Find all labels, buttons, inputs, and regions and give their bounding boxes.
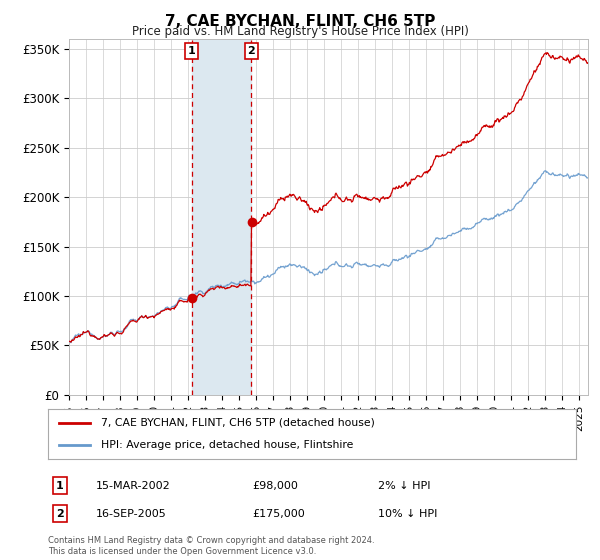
Bar (191, 39, 251, 395)
Text: HPI: Average price, detached house, Flintshire: HPI: Average price, detached house, Flin… (101, 440, 353, 450)
Text: Contains HM Land Registry data © Crown copyright and database right 2024.
This d: Contains HM Land Registry data © Crown c… (48, 536, 374, 556)
Text: 15-MAR-2002: 15-MAR-2002 (96, 480, 171, 491)
Text: Price paid vs. HM Land Registry's House Price Index (HPI): Price paid vs. HM Land Registry's House … (131, 25, 469, 38)
Text: £98,000: £98,000 (252, 480, 298, 491)
Text: 10% ↓ HPI: 10% ↓ HPI (378, 508, 437, 519)
Text: 16-SEP-2005: 16-SEP-2005 (96, 508, 167, 519)
Text: 1: 1 (56, 480, 64, 491)
Text: 1: 1 (188, 46, 196, 56)
Text: £175,000: £175,000 (252, 508, 305, 519)
Text: 2% ↓ HPI: 2% ↓ HPI (378, 480, 431, 491)
Text: 7, CAE BYCHAN, FLINT, CH6 5TP: 7, CAE BYCHAN, FLINT, CH6 5TP (165, 14, 435, 29)
Text: 7, CAE BYCHAN, FLINT, CH6 5TP (detached house): 7, CAE BYCHAN, FLINT, CH6 5TP (detached … (101, 418, 374, 428)
Text: 2: 2 (56, 508, 64, 519)
Text: 2: 2 (247, 46, 255, 56)
